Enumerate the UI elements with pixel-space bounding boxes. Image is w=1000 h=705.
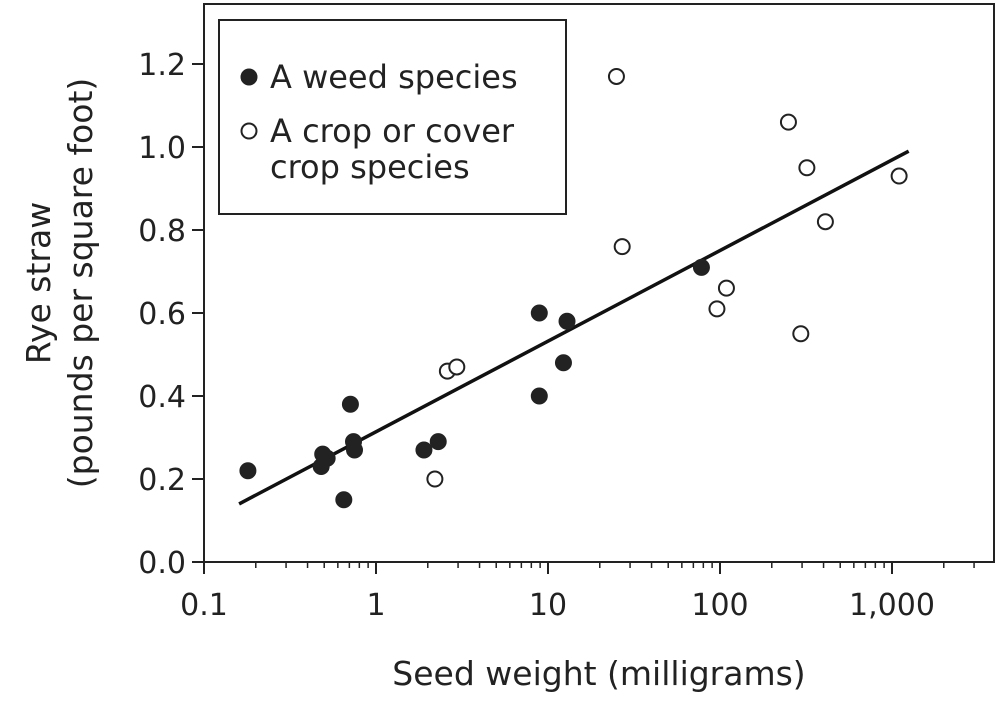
- data-point-crop: [708, 300, 726, 318]
- data-point-crop: [426, 470, 444, 488]
- data-point-weed: [554, 354, 572, 372]
- axis-tick-labels: 0.1 1 10 100 1,000 0.0 0.2 0.4 0.6 0.8 1.0 1.2: [138, 48, 935, 623]
- x-tick-label: 1: [366, 588, 385, 623]
- data-point-weed: [429, 433, 447, 451]
- x-tick-label: 10: [529, 588, 567, 623]
- y-tick-label: 1.0: [138, 131, 186, 166]
- plot-frame: [203, 3, 995, 563]
- y-tick-label: 0.6: [138, 297, 186, 332]
- y-axis-title: Rye straw (pounds per square foot): [19, 78, 100, 489]
- data-point-crop: [448, 358, 466, 376]
- data-point-weed: [530, 387, 548, 405]
- data-point-weed: [335, 491, 353, 509]
- data-point-weed: [692, 258, 710, 276]
- data-point-crop: [607, 67, 625, 85]
- x-tick-label: 1,000: [849, 588, 935, 623]
- legend-label-crop-line-1: A crop or cover: [270, 112, 515, 150]
- data-point-crop: [890, 167, 908, 185]
- axis-ticks: [192, 63, 975, 574]
- legend: A weed species A crop or cover crop spec…: [218, 19, 567, 215]
- data-point-crop: [816, 213, 834, 231]
- data-point-weed: [415, 441, 433, 459]
- legend-marker-crop: [240, 122, 258, 140]
- data-point-weed: [558, 312, 576, 330]
- legend-label-weed: A weed species: [270, 58, 518, 96]
- data-point-crop: [798, 159, 816, 177]
- data-point-crop: [792, 325, 810, 343]
- data-point-weed: [530, 304, 548, 322]
- y-axis-title-line-1: Rye straw: [19, 202, 58, 364]
- data-points: [239, 67, 908, 509]
- x-tick-label: 0.1: [180, 588, 228, 623]
- data-point-crop: [779, 113, 797, 131]
- x-axis-title: Seed weight (milligrams): [392, 654, 805, 693]
- legend-box: [218, 19, 567, 215]
- data-point-weed: [318, 449, 336, 467]
- data-point-crop: [717, 279, 735, 297]
- data-point-crop: [613, 238, 631, 256]
- y-tick-label: 0.8: [138, 214, 186, 249]
- y-axis-title-line-2: (pounds per square foot): [61, 78, 100, 489]
- data-point-weed: [346, 441, 364, 459]
- legend-marker-weed: [240, 68, 258, 86]
- y-tick-label: 1.2: [138, 48, 186, 83]
- data-point-weed: [341, 395, 359, 413]
- y-tick-label: 0.0: [138, 546, 186, 581]
- y-tick-label: 0.4: [138, 380, 186, 415]
- data-point-weed: [239, 462, 257, 480]
- x-tick-label: 100: [691, 588, 748, 623]
- legend-label-crop-line-2: crop species: [270, 148, 470, 186]
- y-tick-label: 0.2: [138, 463, 186, 498]
